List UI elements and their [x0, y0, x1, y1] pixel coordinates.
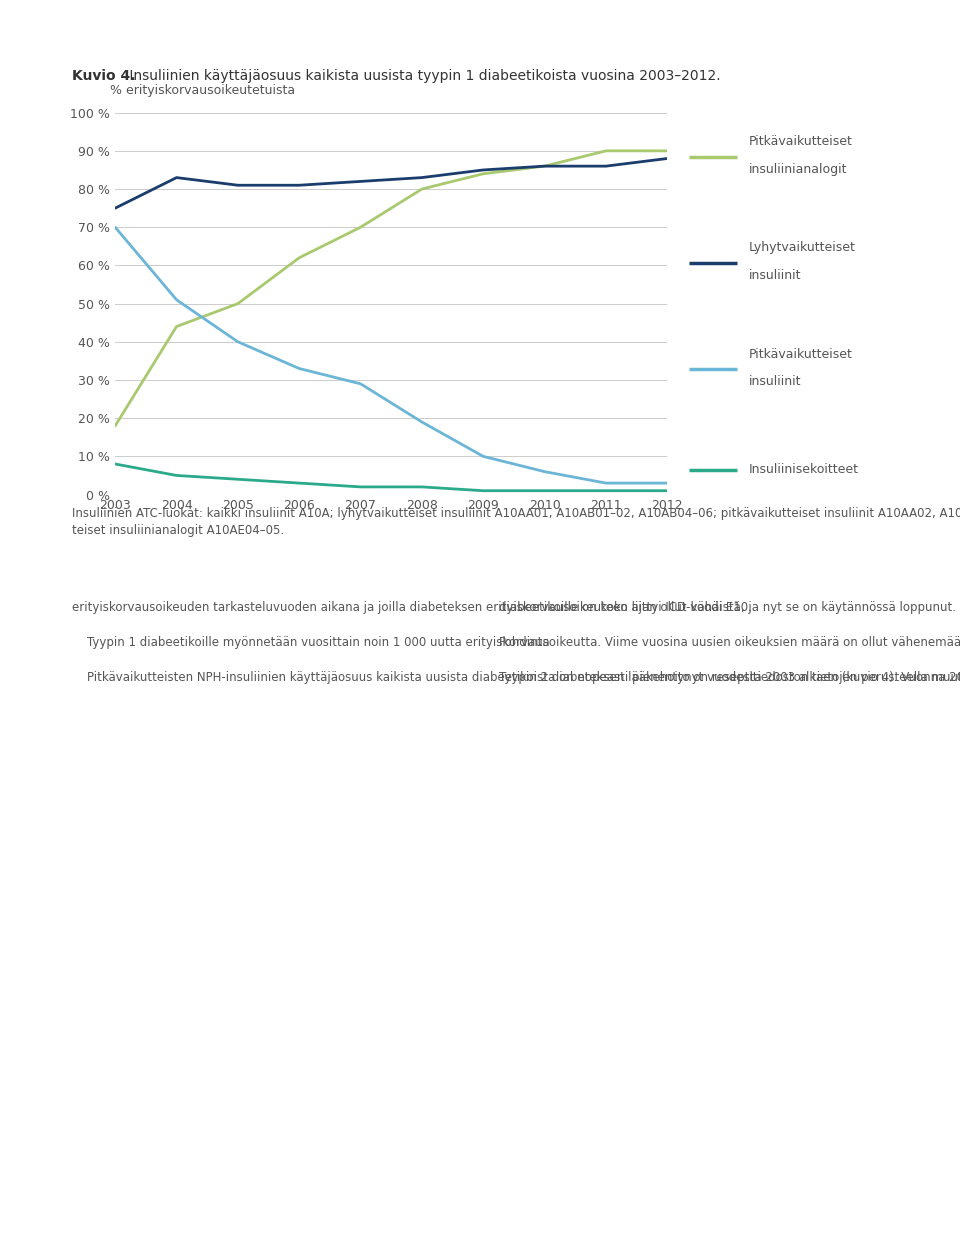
Text: Kuvio 4.: Kuvio 4.	[72, 69, 135, 83]
Text: % erityiskorvausoikeutetuista: % erityiskorvausoikeutetuista	[109, 84, 295, 98]
Text: insuliinianalogit: insuliinianalogit	[749, 163, 848, 175]
Text: diabeetikoille on koko ajan ollut vähäistä, ja nyt se on käytännössä loppunut.

: diabeetikoille on koko ajan ollut vähäis…	[499, 601, 960, 684]
Text: Insuliinien ATC-luokat: kaikki insuliinit A10A; lyhytvaikutteiset insuliinit A10: Insuliinien ATC-luokat: kaikki insuliini…	[72, 507, 960, 537]
Text: Pitkävaikutteiset: Pitkävaikutteiset	[749, 135, 852, 148]
Text: Insuliinisekoitteet: Insuliinisekoitteet	[749, 463, 859, 476]
Text: erityiskorvausoikeuden tarkasteluvuoden aikana ja joilla diabeteksen erityiskorv: erityiskorvausoikeuden tarkasteluvuoden …	[72, 601, 960, 684]
Text: Insuliinien käyttäjäosuus kaikista uusista tyypin 1 diabeetikoista vuosina 2003–: Insuliinien käyttäjäosuus kaikista uusis…	[125, 69, 720, 83]
Text: insuliinit: insuliinit	[749, 376, 802, 388]
Text: Lyhytvaikutteiset: Lyhytvaikutteiset	[749, 242, 855, 254]
Text: Pitkävaikutteiset: Pitkävaikutteiset	[749, 348, 852, 361]
Text: insuliinit: insuliinit	[749, 269, 802, 282]
